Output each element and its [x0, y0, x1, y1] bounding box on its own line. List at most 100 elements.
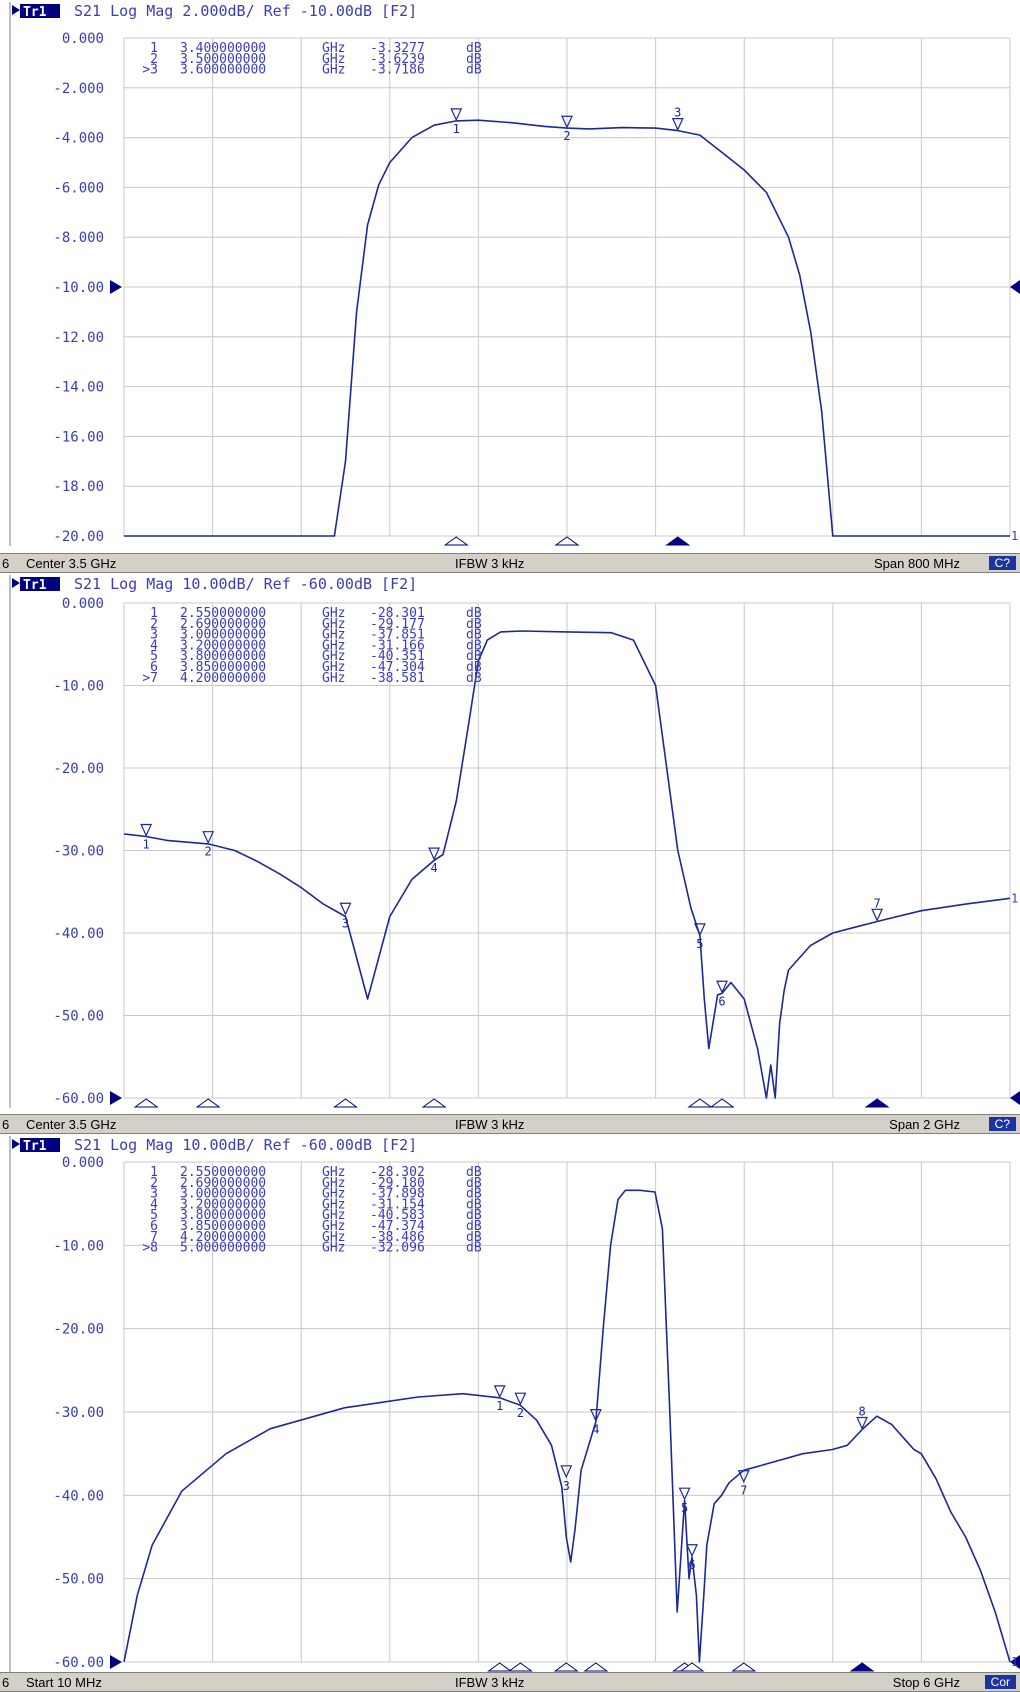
correction-badge[interactable]: C? — [988, 1117, 1016, 1131]
y-tick-label: -40.00 — [53, 1488, 104, 1504]
y-tick-label: -2.000 — [53, 81, 104, 97]
marker-readout-cell: -37.851 — [370, 628, 425, 643]
stimulus-marker-icon — [332, 1098, 359, 1108]
trace-end-label: 1 — [1011, 891, 1018, 905]
stimulus-marker-icon — [553, 1662, 579, 1672]
marker-readout-cell: -47.374 — [370, 1219, 425, 1234]
y-tick-label: -20.00 — [53, 529, 104, 545]
marker-6: 6 — [709, 980, 735, 1108]
marker-readout-cell: -31.154 — [370, 1197, 425, 1212]
marker-label: 1 — [453, 122, 460, 136]
marker-label: 2 — [205, 845, 212, 859]
marker-triangle-icon — [140, 823, 153, 837]
marker-triangle-icon — [339, 902, 352, 916]
marker-5: 5 — [672, 1487, 698, 1672]
active-trace-arrow-icon — [12, 578, 20, 588]
y-tick-label: -30.00 — [53, 844, 104, 860]
marker-readout-cell: -29.180 — [370, 1176, 425, 1191]
marker-triangle-icon — [671, 117, 684, 132]
marker-readout-cell: 1 — [150, 606, 158, 621]
stimulus-marker-icon — [487, 1662, 513, 1672]
marker-readout-cell: GHz — [322, 606, 345, 621]
marker-readout-cell: GHz — [322, 1219, 345, 1234]
trace-tag: Tr1 — [23, 578, 47, 593]
marker-readout-cell: -3.6239 — [370, 52, 425, 67]
marker-7: 7 — [731, 1470, 757, 1672]
correction-badge[interactable]: Cor — [984, 1675, 1016, 1689]
marker-readout-cell: 5.000000000 — [180, 1241, 266, 1256]
trace-header: S21 Log Mag 10.00dB/ Ref -60.00dB [F2] — [74, 1136, 417, 1154]
marker-readout-cell: 2 — [150, 617, 158, 632]
status-bar-1: 6 Center 3.5 GHz IFBW 3 kHz Span 800 MHz… — [0, 553, 1020, 573]
marker-2: 2 — [195, 831, 221, 1108]
marker-readout-cell: 3.850000000 — [180, 1219, 266, 1234]
trace-line — [124, 119, 1010, 537]
marker-readout-cell: GHz — [322, 671, 345, 686]
marker-5: 5 — [687, 923, 713, 1108]
marker-readout-cell: 2 — [150, 52, 158, 67]
center-frequency: Center 3.5 GHz — [26, 556, 117, 571]
channel-number: 6 — [2, 1117, 10, 1132]
marker-readout-cell: GHz — [322, 52, 345, 67]
correction-badge[interactable]: C? — [988, 556, 1016, 570]
marker-readout-cell: dB — [466, 1208, 482, 1223]
y-tick-label: 0.000 — [62, 596, 104, 612]
trace-tag-box — [20, 577, 60, 591]
marker-readout-cell: 4 — [150, 1197, 158, 1212]
marker-readout-cell: dB — [466, 638, 482, 653]
marker-readout-cell: 3.600000000 — [180, 63, 266, 78]
marker-label: 3 — [342, 916, 349, 930]
marker-3: 3 — [553, 1465, 579, 1672]
marker-readout-cell: 5 — [150, 649, 158, 664]
marker-readout-cell: 3.000000000 — [180, 628, 266, 643]
stimulus-marker-icon — [133, 1098, 159, 1108]
ifbw-label: IFBW 3 kHz — [455, 556, 525, 571]
trace-tag-box — [20, 4, 60, 18]
stimulus-marker-icon — [709, 1098, 735, 1108]
trace-tag: Tr1 — [23, 5, 47, 20]
y-tick-label: -8.000 — [53, 230, 104, 246]
stimulus-marker-icon — [583, 1662, 609, 1672]
marker-readout-cell: GHz — [322, 628, 345, 643]
chart-panel-2: Tr1 S21 Log Mag 10.00dB/ Ref -60.00dB [F2… — [9, 575, 1020, 1108]
marker-readout-cell: dB — [466, 1187, 482, 1202]
marker-readout-cell: dB — [466, 1176, 482, 1191]
marker-readout-cell: -40.583 — [370, 1208, 425, 1223]
active-trace-arrow-icon — [12, 1139, 20, 1149]
span-label: Span 800 MHz — [874, 556, 960, 571]
stimulus-marker-icon — [679, 1662, 705, 1672]
span-label: Span 2 GHz — [889, 1117, 960, 1132]
ref-level-left-icon — [110, 1091, 122, 1105]
y-tick-label: -10.00 — [53, 280, 104, 296]
chart-panel-3: Tr1 S21 Log Mag 10.00dB/ Ref -60.00dB [F2… — [9, 1136, 1020, 1672]
marker-2: 2 — [554, 115, 580, 546]
marker-readout-cell: GHz — [322, 1241, 345, 1256]
stimulus-marker-icon — [507, 1662, 533, 1672]
y-tick-label: -20.00 — [53, 761, 104, 777]
marker-readout-cell: 2.690000000 — [180, 1176, 266, 1191]
marker-readout-cell: 3 — [150, 1187, 158, 1202]
marker-label: 8 — [858, 1404, 865, 1418]
stimulus-marker-icon — [849, 1662, 875, 1672]
marker-label: 5 — [681, 1501, 688, 1515]
marker-readout-cell: dB — [466, 1241, 482, 1256]
center-frequency: Center 3.5 GHz — [26, 1117, 117, 1132]
marker-2: 2 — [507, 1392, 533, 1672]
marker-triangle-icon — [428, 847, 441, 861]
status-bar-3: 6 Start 10 MHz IFBW 3 kHz Stop 6 GHz Cor — [0, 1672, 1020, 1692]
trace-line — [123, 630, 1011, 1099]
stimulus-marker-icon — [687, 1098, 713, 1108]
marker-triangle-icon — [450, 108, 463, 122]
marker-triangle-icon — [678, 1487, 691, 1501]
marker-readout-cell: dB — [466, 617, 482, 632]
marker-readout-cell: 3.200000000 — [180, 1197, 266, 1212]
stimulus-marker-icon — [421, 1098, 447, 1108]
y-tick-label: -50.00 — [53, 1009, 104, 1025]
marker-readout-cell: 5 — [150, 1208, 158, 1223]
y-tick-label: -20.00 — [53, 1322, 104, 1338]
marker-3: 3 — [665, 106, 691, 546]
marker-label: 1 — [496, 1399, 503, 1413]
marker-label: 6 — [688, 1558, 695, 1572]
ref-level-left-icon — [110, 280, 122, 294]
